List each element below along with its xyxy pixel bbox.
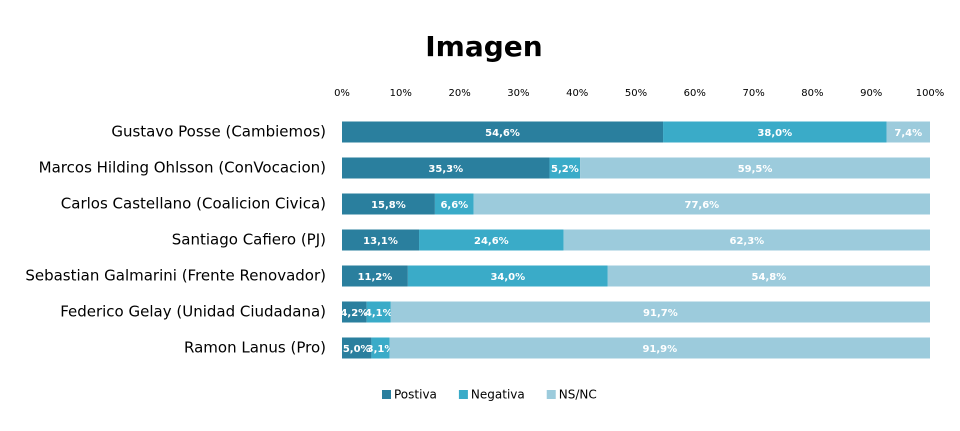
- legend-swatch: [546, 390, 556, 399]
- y-tick-label: Santiago Cafiero (PJ): [172, 231, 326, 249]
- x-tick-label: 50%: [625, 88, 647, 99]
- value-label: 54,6%: [485, 128, 520, 139]
- legend-swatch: [458, 390, 468, 399]
- y-tick-label: Marcos Hilding Ohlsson (ConVocacion): [39, 159, 326, 177]
- value-label: 35,3%: [428, 164, 463, 175]
- value-label: 59,5%: [738, 164, 773, 175]
- legend-swatch: [382, 390, 391, 399]
- value-label: 11,2%: [358, 272, 393, 283]
- bar-segment: [563, 229, 930, 251]
- value-label: 5,0%: [343, 344, 371, 355]
- bar-segment: [407, 265, 608, 287]
- bar-segment: [342, 265, 408, 287]
- value-label: 77,6%: [685, 200, 720, 211]
- bar-segment: [419, 229, 564, 251]
- bar-segment: [663, 121, 887, 143]
- bar-segment: [371, 337, 390, 359]
- value-label: 6,6%: [440, 200, 468, 211]
- bar-segment: [473, 193, 930, 215]
- x-tick-label: 100%: [916, 88, 945, 99]
- bar-segment: [342, 301, 367, 323]
- x-tick-label: 30%: [507, 88, 529, 99]
- chart-title: Imagen: [425, 30, 542, 63]
- bar-segment: [342, 121, 664, 143]
- bar-segment: [342, 337, 372, 359]
- legend-label: Postiva: [394, 388, 437, 402]
- x-tick-label: 90%: [860, 88, 882, 99]
- x-tick-label: 0%: [334, 88, 350, 99]
- value-label: 54,8%: [752, 272, 787, 283]
- value-label: 34,0%: [490, 272, 525, 283]
- value-label: 4,2%: [340, 308, 368, 319]
- y-tick-label: Federico Gelay (Unidad Ciudadana): [60, 303, 326, 321]
- value-label: 62,3%: [729, 236, 764, 247]
- y-tick-label: Sebastian Galmarini (Frente Renovador): [25, 267, 326, 285]
- value-label: 91,7%: [643, 308, 678, 319]
- x-tick-label: 40%: [566, 88, 588, 99]
- value-label: 5,2%: [551, 164, 579, 175]
- bar-segment: [342, 229, 420, 251]
- legend-label: NS/NC: [559, 388, 597, 402]
- bar-segment: [366, 301, 391, 323]
- bar-segment: [607, 265, 930, 287]
- y-tick-label: Carlos Castellano (Coalicion Civica): [61, 195, 326, 213]
- bar-segment: [886, 121, 930, 143]
- bar-segment: [389, 337, 930, 359]
- value-label: 3,1%: [367, 344, 395, 355]
- bar-segment: [580, 157, 930, 179]
- x-tick-label: 70%: [742, 88, 764, 99]
- value-label: 15,8%: [371, 200, 406, 211]
- value-label: 38,0%: [757, 128, 792, 139]
- value-label: 24,6%: [474, 236, 509, 247]
- value-label: 4,1%: [365, 308, 393, 319]
- x-tick-label: 80%: [801, 88, 823, 99]
- bar-segment: [390, 301, 931, 323]
- y-tick-label: Ramon Lanus (Pro): [184, 339, 326, 357]
- y-tick-label: Gustavo Posse (Cambiemos): [111, 123, 326, 141]
- value-label: 91,9%: [642, 344, 677, 355]
- x-tick-label: 60%: [684, 88, 706, 99]
- value-label: 7,4%: [894, 128, 922, 139]
- bar-segment: [434, 193, 474, 215]
- x-tick-label: 10%: [390, 88, 412, 99]
- legend-label: Negativa: [471, 388, 525, 402]
- value-label: 13,1%: [363, 236, 398, 247]
- bar-segment: [342, 193, 435, 215]
- x-tick-label: 20%: [448, 88, 470, 99]
- bar-segment: [342, 157, 550, 179]
- bar-segment: [549, 157, 581, 179]
